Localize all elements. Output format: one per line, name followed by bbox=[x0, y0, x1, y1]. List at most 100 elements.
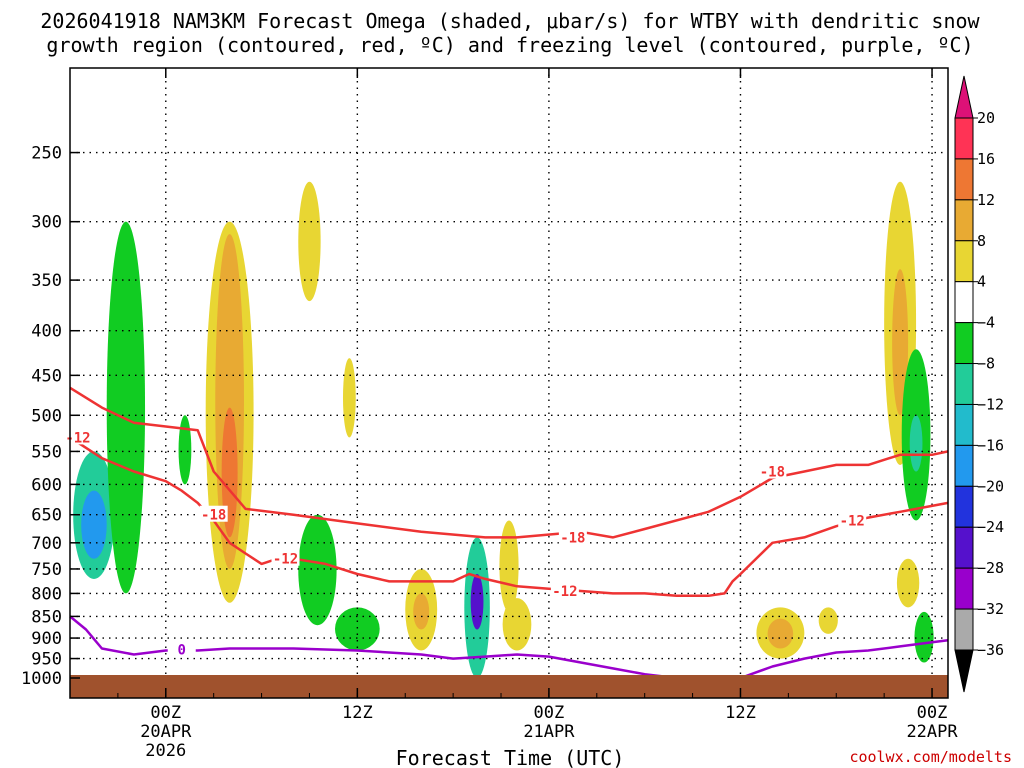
contour-label-bg-2-0 bbox=[167, 640, 196, 657]
colorbar-swatch-11 bbox=[954, 567, 974, 610]
colorbar-label-8: −16 bbox=[977, 436, 1004, 454]
colorbar-swatch-3 bbox=[954, 240, 974, 283]
colorbar-label-7: −12 bbox=[977, 395, 1004, 413]
x-tick-year-0: 2026 bbox=[145, 741, 186, 761]
colorbar-swatch-6 bbox=[954, 363, 974, 405]
colorbar-label-2: 12 bbox=[977, 191, 995, 209]
omega-region-2 bbox=[106, 221, 146, 594]
x-tick-label-4: 00Z bbox=[917, 703, 948, 723]
credit-link[interactable]: coolwx.com/modelts bbox=[849, 748, 1012, 766]
colorbar-swatch-4 bbox=[954, 281, 974, 324]
colorbar-label-3: 8 bbox=[977, 232, 986, 250]
contour-label-0-0: -12 bbox=[65, 430, 90, 446]
contour--18C bbox=[69, 386, 949, 539]
omega-region-7 bbox=[298, 181, 321, 302]
omega-region-1 bbox=[81, 490, 107, 559]
omega-region-24 bbox=[909, 415, 923, 472]
colorbar-bottom-arrow bbox=[954, 649, 974, 693]
y-tick-label-450: 450 bbox=[31, 366, 62, 386]
colorbar-swatch-2 bbox=[954, 199, 974, 242]
contour-label-bg-0-2 bbox=[550, 582, 579, 599]
x-tick-date-4: 22APR bbox=[906, 722, 958, 742]
colorbar-label-6: −8 bbox=[977, 355, 995, 373]
colorbar-swatch-7 bbox=[954, 403, 974, 446]
colorbar-swatch-10 bbox=[954, 526, 974, 569]
contour-label-2-0: 0 bbox=[178, 642, 186, 658]
y-tick-label-400: 400 bbox=[31, 322, 62, 342]
contour-label-1-0: -18 bbox=[201, 508, 226, 524]
terrain-ground bbox=[70, 675, 948, 698]
colorbar-swatch-5 bbox=[954, 322, 974, 365]
y-tick-label-250: 250 bbox=[31, 144, 62, 164]
y-tick-label-500: 500 bbox=[31, 406, 62, 426]
omega-region-12 bbox=[413, 593, 430, 630]
contour-label-1-1: -18 bbox=[560, 530, 585, 546]
colorbar-label-1: 16 bbox=[977, 150, 995, 168]
x-tick-label-0: 00Z bbox=[150, 703, 181, 723]
y-tick-label-350: 350 bbox=[31, 271, 62, 291]
colorbar-top-arrow bbox=[954, 75, 974, 119]
contour-label-1-2: -18 bbox=[760, 465, 785, 481]
y-tick-label-1000: 1000 bbox=[21, 669, 62, 689]
y-tick-label-700: 700 bbox=[31, 534, 62, 554]
colorbar-swatch-1 bbox=[954, 158, 974, 201]
y-tick-label-800: 800 bbox=[31, 584, 62, 604]
y-tick-label-300: 300 bbox=[31, 213, 62, 233]
omega-region-15 bbox=[499, 520, 519, 612]
omega-region-21 bbox=[892, 269, 909, 416]
omega-region-3 bbox=[178, 415, 192, 485]
omega-region-14 bbox=[470, 573, 484, 630]
colorbar-label-5: −4 bbox=[977, 314, 995, 332]
omega-region-19 bbox=[818, 607, 838, 634]
contour-label-bg-0-1 bbox=[271, 549, 300, 566]
y-tick-label-650: 650 bbox=[31, 506, 62, 526]
contour-layer: -12 -12 -12 -12 -18 -18 -18 0 bbox=[63, 386, 949, 680]
contour-label-0-1: -12 bbox=[273, 552, 298, 568]
colorbar-swatch-8 bbox=[954, 444, 974, 487]
colorbar-label-11: −28 bbox=[977, 559, 1004, 577]
y-tick-label-750: 750 bbox=[31, 560, 62, 580]
colorbar-label-9: −20 bbox=[977, 477, 1004, 495]
x-tick-date-2: 21APR bbox=[523, 722, 575, 742]
omega-region-8 bbox=[298, 514, 337, 626]
chart-title-line2: growth region (contoured, red, ºC) and f… bbox=[46, 33, 973, 57]
y-tick-label-550: 550 bbox=[31, 442, 62, 462]
x-tick-date-0: 20APR bbox=[140, 722, 192, 742]
omega-region-18 bbox=[767, 618, 794, 649]
omega-region-22 bbox=[896, 558, 920, 608]
y-tick-label-600: 600 bbox=[31, 475, 62, 495]
omega-region-10 bbox=[334, 607, 380, 651]
grid-layer bbox=[70, 68, 948, 698]
omega-region-16 bbox=[502, 598, 532, 651]
colorbar-label-0: 20 bbox=[977, 109, 995, 127]
y-axis-pressure: 2503003504004505005506006507007508008509… bbox=[21, 144, 80, 689]
colorbar-swatch-9 bbox=[954, 485, 974, 528]
colorbar-swatch-12 bbox=[954, 608, 974, 651]
y-tick-label-900: 900 bbox=[31, 629, 62, 649]
contour-label-bg-0-0 bbox=[63, 428, 92, 445]
omega-region-6 bbox=[221, 407, 238, 538]
x-tick-label-3: 12Z bbox=[725, 703, 756, 723]
contour-label-0-2: -12 bbox=[552, 584, 577, 600]
contour-label-bg-1-2 bbox=[758, 462, 787, 479]
colorbar-swatch-0 bbox=[954, 117, 974, 160]
contour-label-0-3: -12 bbox=[840, 514, 865, 530]
omega-region-9 bbox=[342, 358, 356, 438]
contour-label-bg-1-1 bbox=[558, 528, 587, 545]
colorbar-label-13: −36 bbox=[977, 641, 1004, 659]
plot-frame bbox=[69, 67, 949, 699]
y-tick-label-850: 850 bbox=[31, 607, 62, 627]
contour-label-bg-1-0 bbox=[199, 505, 228, 522]
colorbar-label-4: 4 bbox=[977, 273, 986, 291]
colorbar: 20 16 12 8 4 −4 −8 −12 −16 −20 −24 −28 −32 −36 bbox=[954, 75, 1004, 693]
omega-region-25 bbox=[914, 611, 934, 663]
colorbar-label-10: −24 bbox=[977, 518, 1004, 536]
contour-label-bg-0-3 bbox=[838, 511, 867, 528]
x-axis-label: Forecast Time (UTC) bbox=[396, 746, 625, 768]
y-tick-label-950: 950 bbox=[31, 650, 62, 670]
omega-shading-layer bbox=[73, 181, 934, 678]
chart-title-line1: 2026041918 NAM3KM Forecast Omega (shaded… bbox=[40, 9, 980, 33]
x-tick-label-2: 00Z bbox=[534, 703, 565, 723]
